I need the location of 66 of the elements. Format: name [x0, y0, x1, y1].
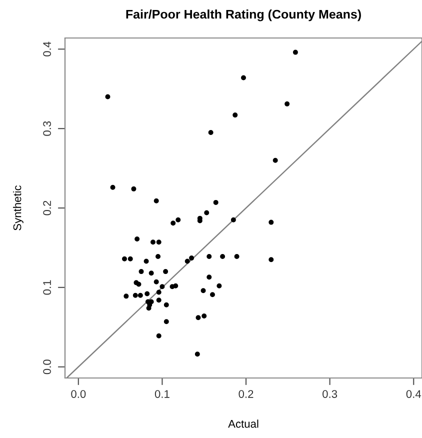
y-tick-label: 0.0 — [43, 360, 51, 374]
x-tick-label: 0.2 — [238, 390, 254, 398]
point — [164, 302, 169, 308]
point — [128, 256, 133, 262]
point — [163, 269, 168, 274]
point — [210, 292, 215, 298]
point — [105, 94, 110, 100]
point — [144, 291, 150, 296]
point — [146, 306, 152, 311]
point — [220, 254, 226, 259]
point — [156, 290, 162, 295]
point — [213, 200, 218, 205]
point — [110, 184, 116, 190]
point — [208, 130, 214, 136]
point — [268, 220, 274, 225]
x-tick-label: 0.4 — [406, 390, 422, 398]
y-tick-label: 0.4 — [43, 42, 51, 56]
point — [156, 298, 162, 303]
point — [202, 314, 207, 319]
point — [150, 240, 156, 245]
point — [154, 279, 159, 284]
y-tick-label: 0.1 — [43, 280, 51, 295]
point — [170, 220, 176, 226]
point — [134, 236, 140, 242]
point — [216, 283, 222, 288]
x-axis-title: Actual — [228, 420, 258, 428]
point — [234, 254, 240, 259]
point — [292, 50, 298, 55]
chart-title: Fair/Poor Health Rating (County Means) — [126, 9, 361, 22]
point — [144, 258, 149, 264]
y-tick-label: 0.3 — [43, 121, 51, 136]
point — [200, 288, 206, 294]
point — [138, 269, 144, 274]
point — [160, 284, 165, 290]
point — [132, 292, 138, 298]
point — [124, 294, 129, 299]
point — [240, 75, 246, 80]
point — [156, 254, 161, 259]
point — [232, 112, 238, 118]
point — [176, 217, 181, 222]
x-tick-label: 0.3 — [322, 390, 338, 398]
x-tick-label: 0.0 — [71, 390, 86, 398]
x-tick-label: 0.1 — [154, 390, 170, 398]
point — [189, 256, 194, 261]
point — [204, 210, 210, 216]
point — [284, 101, 290, 106]
point — [272, 158, 278, 163]
point — [148, 270, 154, 276]
point — [196, 315, 201, 320]
point — [173, 283, 178, 288]
point — [136, 282, 142, 287]
point — [156, 333, 162, 338]
point — [230, 217, 236, 222]
point — [194, 352, 200, 357]
point — [154, 198, 159, 204]
point — [164, 319, 169, 324]
point — [122, 256, 128, 262]
point — [156, 240, 162, 245]
point — [206, 274, 212, 280]
point — [138, 292, 143, 298]
y-axis-title: Synthetic — [13, 185, 24, 230]
point — [184, 258, 190, 264]
point — [206, 254, 212, 259]
point — [268, 257, 274, 262]
y-tick-label: 0.2 — [43, 200, 51, 216]
point — [131, 186, 136, 192]
